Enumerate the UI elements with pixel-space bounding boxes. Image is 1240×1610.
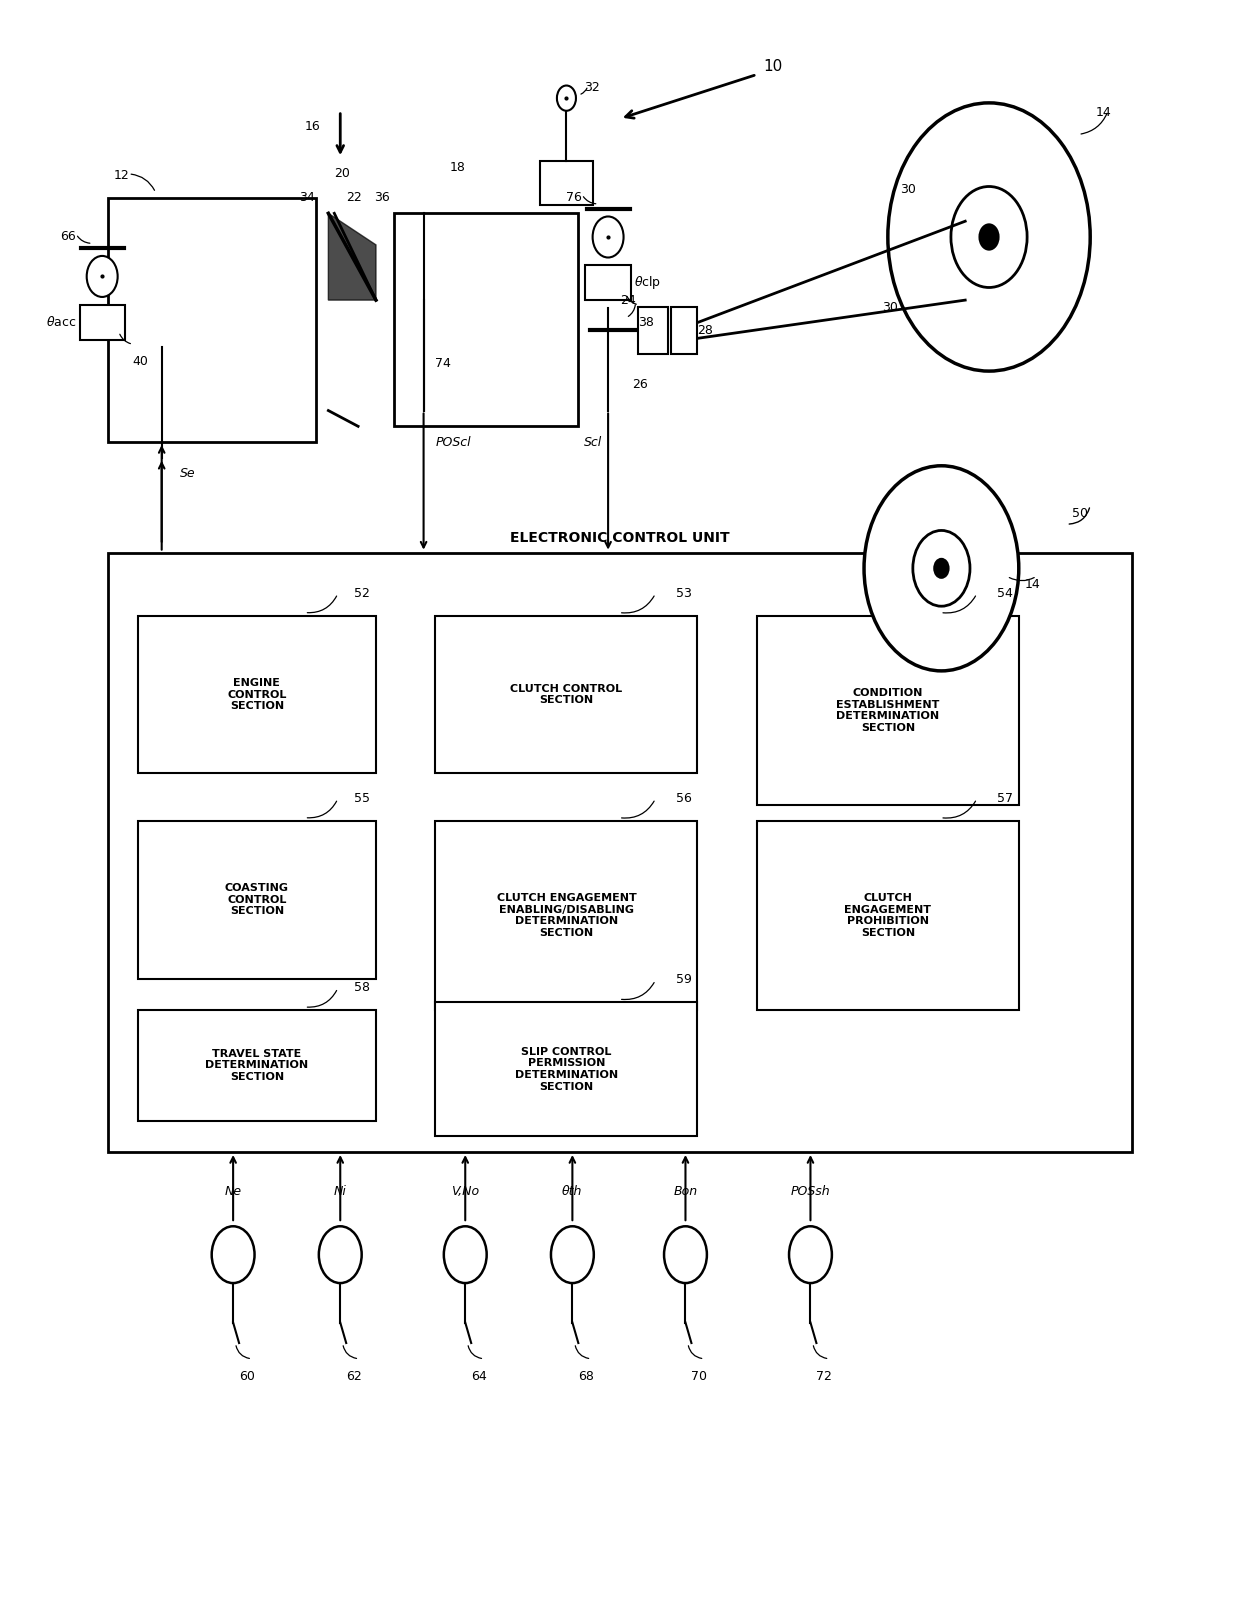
- Polygon shape: [329, 213, 376, 299]
- Text: 70: 70: [692, 1370, 708, 1383]
- FancyBboxPatch shape: [435, 821, 697, 1009]
- Text: 16: 16: [305, 121, 320, 134]
- Text: TRAVEL STATE
DETERMINATION
SECTION: TRAVEL STATE DETERMINATION SECTION: [206, 1048, 309, 1082]
- Text: 22: 22: [346, 192, 362, 204]
- Text: 52: 52: [355, 588, 370, 601]
- FancyBboxPatch shape: [435, 1001, 697, 1137]
- Text: 24: 24: [620, 293, 636, 308]
- Text: 14: 14: [1096, 106, 1112, 119]
- FancyBboxPatch shape: [108, 198, 316, 443]
- Text: 40: 40: [131, 356, 148, 369]
- Text: CLUTCH ENGAGEMENT
ENABLING/DISABLING
DETERMINATION
SECTION: CLUTCH ENGAGEMENT ENABLING/DISABLING DET…: [496, 894, 636, 939]
- Text: 20: 20: [335, 167, 350, 180]
- Text: $\theta$acc: $\theta$acc: [46, 316, 76, 328]
- Circle shape: [934, 559, 949, 578]
- Text: 60: 60: [239, 1370, 255, 1383]
- Text: V,No: V,No: [451, 1185, 480, 1198]
- FancyBboxPatch shape: [138, 821, 376, 979]
- Text: POScl: POScl: [435, 436, 471, 449]
- Circle shape: [319, 1227, 362, 1283]
- Text: Scl: Scl: [584, 436, 603, 449]
- Text: CONDITION
ESTABLISHMENT
DETERMINATION
SECTION: CONDITION ESTABLISHMENT DETERMINATION SE…: [836, 687, 940, 733]
- FancyBboxPatch shape: [585, 266, 631, 299]
- Text: 14: 14: [1024, 578, 1040, 591]
- Circle shape: [864, 465, 1019, 671]
- FancyBboxPatch shape: [756, 615, 1019, 805]
- Text: 59: 59: [676, 974, 692, 987]
- FancyBboxPatch shape: [138, 615, 376, 773]
- Text: 74: 74: [435, 357, 451, 370]
- Text: Ni: Ni: [334, 1185, 347, 1198]
- Text: Bon: Bon: [673, 1185, 698, 1198]
- Text: 38: 38: [637, 316, 653, 328]
- Text: 50: 50: [1073, 507, 1089, 520]
- Text: 12: 12: [114, 169, 130, 182]
- FancyBboxPatch shape: [541, 161, 593, 206]
- Text: 32: 32: [584, 80, 600, 93]
- Text: SLIP CONTROL
PERMISSION
DETERMINATION
SECTION: SLIP CONTROL PERMISSION DETERMINATION SE…: [515, 1046, 618, 1092]
- Text: 57: 57: [997, 792, 1013, 805]
- Text: 26: 26: [632, 378, 647, 391]
- Text: 34: 34: [299, 192, 315, 204]
- Circle shape: [789, 1227, 832, 1283]
- Text: 72: 72: [816, 1370, 832, 1383]
- Text: Se: Se: [180, 467, 195, 480]
- Circle shape: [665, 1227, 707, 1283]
- Circle shape: [888, 103, 1090, 370]
- FancyBboxPatch shape: [756, 821, 1019, 1009]
- Circle shape: [444, 1227, 486, 1283]
- Text: 10: 10: [763, 60, 782, 74]
- Circle shape: [212, 1227, 254, 1283]
- Circle shape: [951, 187, 1027, 288]
- FancyBboxPatch shape: [671, 308, 697, 354]
- Text: 55: 55: [353, 792, 370, 805]
- FancyBboxPatch shape: [108, 552, 1132, 1153]
- Text: 76: 76: [567, 192, 583, 204]
- Text: 36: 36: [373, 192, 389, 204]
- Text: Ne: Ne: [224, 1185, 242, 1198]
- Circle shape: [913, 530, 970, 607]
- Text: 56: 56: [676, 792, 692, 805]
- Text: 66: 66: [61, 230, 77, 243]
- Circle shape: [557, 85, 575, 111]
- Text: 30: 30: [900, 184, 915, 196]
- Text: $\theta$clp: $\theta$clp: [635, 274, 661, 291]
- Circle shape: [593, 216, 624, 258]
- FancyBboxPatch shape: [435, 615, 697, 773]
- Text: 53: 53: [676, 588, 692, 601]
- Text: θth: θth: [562, 1185, 583, 1198]
- Text: ENGINE
CONTROL
SECTION: ENGINE CONTROL SECTION: [227, 678, 286, 712]
- Text: COASTING
CONTROL
SECTION: COASTING CONTROL SECTION: [224, 882, 289, 916]
- FancyBboxPatch shape: [79, 304, 125, 340]
- Circle shape: [551, 1227, 594, 1283]
- Text: 62: 62: [346, 1370, 362, 1383]
- FancyBboxPatch shape: [138, 1009, 376, 1121]
- FancyBboxPatch shape: [394, 213, 578, 427]
- Text: POSsh: POSsh: [791, 1185, 831, 1198]
- Text: 54: 54: [997, 588, 1013, 601]
- Circle shape: [980, 224, 998, 250]
- Text: 28: 28: [697, 324, 713, 336]
- Circle shape: [87, 256, 118, 296]
- Text: 30: 30: [882, 301, 898, 314]
- Text: ELECTRONIC CONTROL UNIT: ELECTRONIC CONTROL UNIT: [510, 531, 730, 544]
- FancyBboxPatch shape: [637, 308, 667, 354]
- Text: 18: 18: [449, 161, 465, 174]
- Text: 68: 68: [578, 1370, 594, 1383]
- Text: 64: 64: [471, 1370, 487, 1383]
- Text: CLUTCH CONTROL
SECTION: CLUTCH CONTROL SECTION: [511, 684, 622, 705]
- Text: CLUTCH
ENGAGEMENT
PROHIBITION
SECTION: CLUTCH ENGAGEMENT PROHIBITION SECTION: [844, 894, 931, 939]
- Text: 58: 58: [353, 982, 370, 995]
